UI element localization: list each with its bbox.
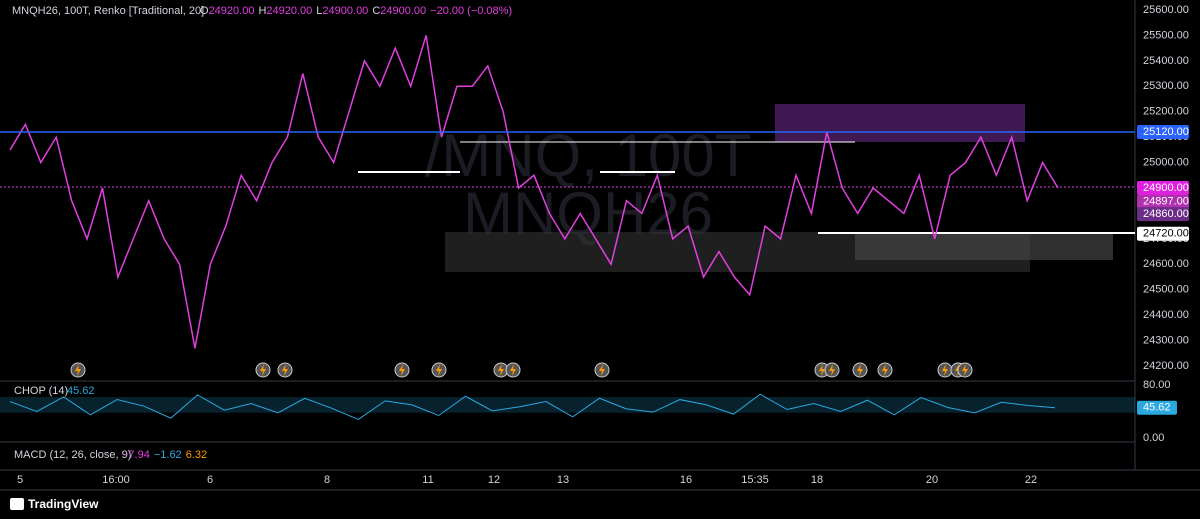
y-tick-label: 25000.00 [1143,156,1189,168]
price-label: 25120.00 [1143,126,1189,138]
ohlc-part: −20.00 (−0.08%) [430,5,512,17]
event-bolt [942,364,948,376]
ohlc-part: −1.62 [154,449,182,461]
x-tick-label: 6 [207,474,213,486]
chop-value: 45.62 [67,385,95,397]
x-tick-label: 12 [488,474,500,486]
y-tick-label: 25300.00 [1143,80,1189,92]
price-label-bg [1137,207,1189,222]
event-bolt [819,364,825,376]
ohlc-part: 24900.00 [380,5,426,17]
x-tick-label: 11 [422,474,433,486]
event-bolt [510,364,516,376]
watermark: /MNQ, 100T [425,122,752,189]
macd-values: −7.94 −1.62 6.32 [122,449,207,461]
event-bolt [857,364,863,376]
ohlc-part: L [316,5,322,17]
x-tick-label: 20 [926,474,938,486]
ohlc: O24920.00 H24920.00 L24900.00 C24900.00 −20.… [200,5,512,17]
price-label-bg [1137,181,1189,195]
x-tick-label: 16 [680,474,692,486]
event-bolt [282,364,288,376]
chop-tick-label: 0.00 [1143,432,1164,444]
ohlc-part: 24920.00 [266,5,312,17]
price-label: 24860.00 [1143,208,1189,220]
zone [855,233,1113,260]
price-label: 24897.00 [1143,196,1189,208]
x-tick-label: 22 [1025,474,1037,486]
y-tick-label: 25400.00 [1143,55,1189,67]
event-bolt [498,364,504,376]
event-bolt [260,364,266,376]
event-bolt [399,364,405,376]
event-bolt [599,364,605,376]
price-label: 24720.00 [1143,228,1189,240]
y-tick-label: 24500.00 [1143,284,1189,296]
pane-borders [0,0,1200,491]
chop-band [0,397,1135,413]
price-label-bg [1137,226,1189,241]
event-bolt [829,364,835,376]
zone [775,104,1025,142]
y-tick-label: 25200.00 [1143,106,1189,118]
symbol: MNQH26, 100T, Renko [Traditional, 20] [12,5,204,17]
x-tick-label: 16:00 [102,474,130,486]
x-tick-label: 18 [811,474,823,486]
ohlc-part: O [200,5,209,17]
macd-title: MACD (12, 26, close, 9) [14,449,131,461]
ohlc-part: H [258,5,266,17]
brand-name: TradingView [28,497,99,511]
ohlc-part: 24900.00 [322,5,368,17]
event-bolt [75,364,81,376]
chop-value-label: 45.62 [1143,402,1171,414]
ohlc-part: 24920.00 [209,5,255,17]
ohlc-part: C [372,5,380,17]
event-bolt [882,364,888,376]
y-tick-label: 25500.00 [1143,29,1189,41]
price-label-bg [1137,194,1189,209]
y-tick-label: 24200.00 [1143,360,1189,372]
ohlc-part: 6.32 [186,449,207,461]
brand: TradingView [10,497,99,511]
chop-tick-label: 80.00 [1143,379,1171,391]
y-tick-label: 24400.00 [1143,309,1189,321]
chop-title: CHOP (14) [14,385,68,397]
price-label: 24900.00 [1143,182,1189,194]
y-tick-label: 24600.00 [1143,258,1189,270]
event-bolt [962,364,968,376]
x-tick-label: 8 [324,474,330,486]
price-label-bg [1137,125,1189,140]
price-line [9,35,1059,349]
chop-line [9,393,1056,421]
ohlc-part: −7.94 [122,449,150,461]
chop-value-bg [1137,400,1177,415]
x-tick-label: 5 [17,474,23,486]
event-bolt [436,364,442,376]
x-tick-label: 13 [557,474,569,486]
event-icons [70,362,973,378]
y-tick-label: 25600.00 [1143,4,1189,16]
y-tick-label: 24300.00 [1143,334,1189,346]
x-tick-label: 15:35 [741,474,769,486]
